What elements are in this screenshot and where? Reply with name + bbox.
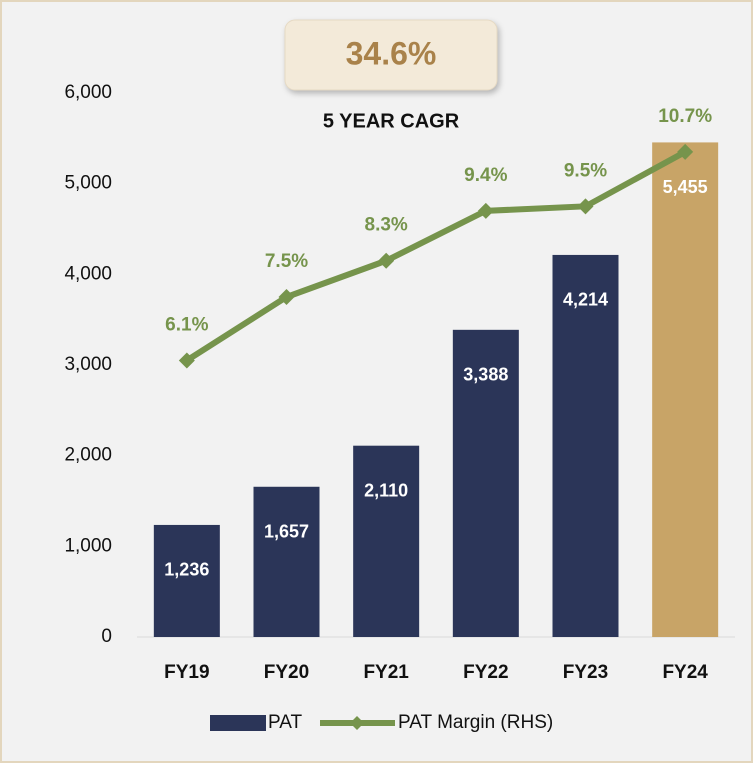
x-tick-label: FY20	[264, 662, 309, 683]
legend-swatch	[350, 716, 364, 730]
y-tick-label: 5,000	[64, 173, 112, 194]
margin-marker	[178, 352, 195, 369]
y-tick-label: 6,000	[64, 82, 112, 103]
bar	[652, 142, 719, 637]
y-tick-label: 3,000	[64, 354, 112, 375]
margin-marker	[378, 252, 395, 269]
margin-value-label: 9.5%	[564, 160, 607, 181]
bar	[452, 329, 519, 637]
cagr-box	[284, 19, 498, 91]
y-tick-label: 4,000	[64, 263, 112, 284]
margin-value-label: 6.1%	[165, 314, 208, 335]
x-tick-label: FY23	[563, 662, 608, 683]
y-tick-label: 2,000	[64, 445, 112, 466]
margin-value-label: 7.5%	[265, 251, 308, 272]
y-tick-label: 1,000	[64, 535, 112, 556]
legend-label: PAT Margin (RHS)	[398, 712, 553, 733]
bar	[253, 486, 320, 637]
cagr-label: 5 YEAR CAGR	[323, 110, 460, 132]
margin-marker	[477, 202, 494, 219]
bar-value-label: 5,455	[663, 177, 708, 197]
margin-value-label: 9.4%	[464, 165, 507, 186]
margin-value-label: 10.7%	[658, 106, 712, 127]
margin-line	[185, 149, 687, 363]
bar-value-label: 1,657	[264, 522, 309, 542]
margin-marker	[278, 289, 295, 305]
legend-swatch	[210, 715, 266, 731]
x-tick-label: FY24	[662, 662, 708, 683]
margin-value-label: 8.3%	[365, 215, 408, 236]
x-tick-label: FY21	[363, 662, 409, 683]
x-tick-label: FY19	[164, 662, 209, 683]
margin-marker	[677, 143, 694, 160]
bar-value-label: 3,388	[463, 365, 508, 385]
bar	[353, 445, 420, 637]
legend-label: PAT	[268, 712, 303, 733]
bar	[552, 254, 619, 637]
bar-value-label: 1,236	[164, 560, 209, 580]
x-tick-label: FY22	[463, 662, 508, 683]
y-tick-label: 0	[101, 626, 112, 647]
margin-marker	[577, 198, 594, 215]
bar-value-label: 4,214	[563, 290, 608, 310]
cagr-value: 34.6%	[346, 35, 437, 71]
bar	[153, 524, 220, 637]
bar-value-label: 2,110	[364, 480, 408, 500]
